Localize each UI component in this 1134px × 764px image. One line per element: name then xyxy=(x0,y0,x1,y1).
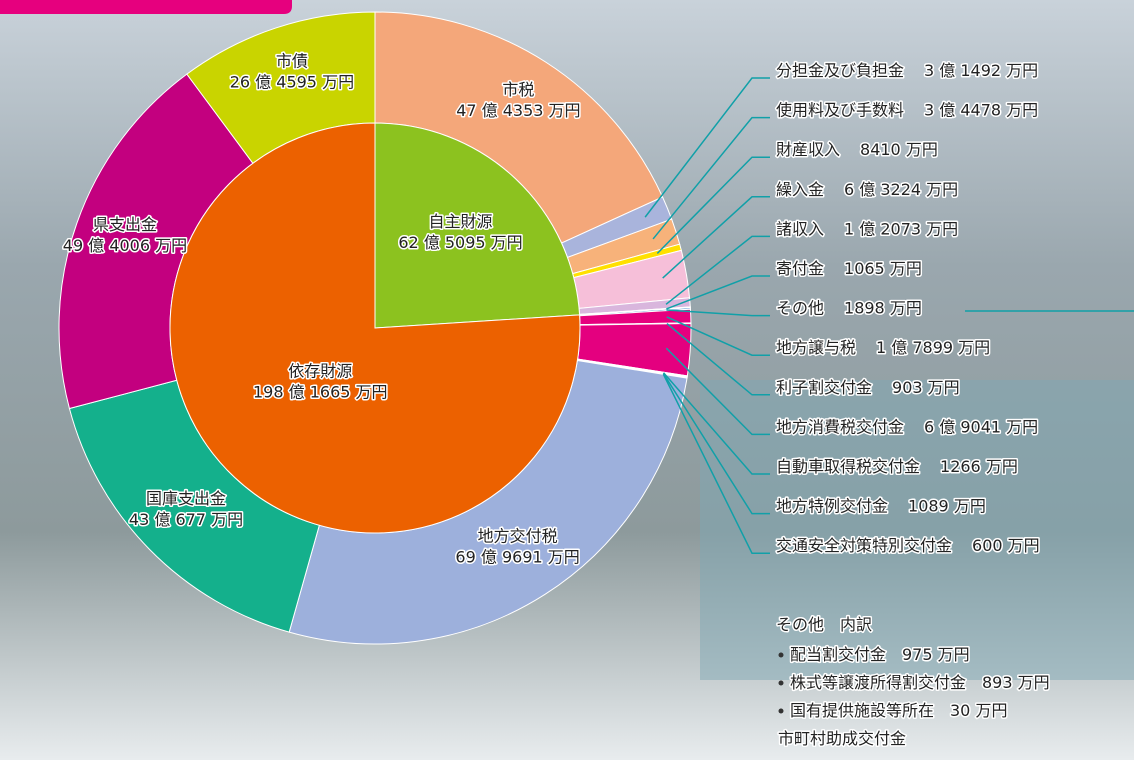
legend-value: 903 万円 xyxy=(892,378,960,397)
leader-line xyxy=(662,196,770,279)
bullet xyxy=(778,652,784,658)
legend-value: 600 万円 xyxy=(972,536,1040,555)
outer-label-name: 地方交付税 xyxy=(478,526,558,545)
inner-label-value: 62 億 5095 万円 xyxy=(398,233,522,252)
breakdown-title: その他 内訳 xyxy=(776,615,872,634)
leader-line xyxy=(652,116,770,240)
outer-label-value: 69 億 9691 万円 xyxy=(455,547,579,566)
legend-name: 分担金及び負担金 xyxy=(776,61,904,80)
outer-label-value: 26 億 4595 万円 xyxy=(230,72,354,91)
inner-slice xyxy=(374,122,581,329)
inner-slice xyxy=(169,122,581,534)
legend-value: 6 億 3224 万円 xyxy=(844,180,958,199)
legend-value: 1065 万円 xyxy=(844,259,922,278)
legend-name: その他 xyxy=(776,299,824,318)
outer-label-value: 49 億 4006 万円 xyxy=(63,236,187,255)
legend-name: 地方特例交付金 xyxy=(776,497,888,516)
legend-name: 地方消費税交付金 xyxy=(776,417,904,436)
leader-line xyxy=(666,309,770,317)
legend-name: 寄付金 xyxy=(776,259,824,278)
leader-line xyxy=(662,373,770,515)
legend-name: 自動車取得税交付金 xyxy=(776,457,920,476)
outer-label-value: 47 億 4353 万円 xyxy=(456,101,580,120)
leader-line xyxy=(656,156,770,254)
leader-line xyxy=(662,372,770,475)
legend-value: 6 億 9041 万円 xyxy=(924,417,1038,436)
legend-value: 1898 万円 xyxy=(844,299,922,318)
legend-value: 3 億 4478 万円 xyxy=(924,101,1038,120)
header-tab xyxy=(0,0,292,14)
leader-line xyxy=(665,347,770,436)
leader-line xyxy=(666,275,770,310)
legend-name: 諸収入 xyxy=(776,219,824,238)
legend-name: 地方譲与税 xyxy=(776,338,856,357)
leader-line xyxy=(666,316,770,356)
breakdown-line: 市町村助成交付金 xyxy=(778,729,906,748)
inner-label-name: 自主財源 xyxy=(429,212,493,231)
legend-value: 3 億 1492 万円 xyxy=(924,61,1038,80)
inner-label-name: 依存財源 xyxy=(288,361,352,380)
legend-name: 繰入金 xyxy=(776,180,824,199)
legend-value: 8410 万円 xyxy=(860,140,938,159)
outer-label-name: 県支出金 xyxy=(93,215,157,234)
breakdown-line: 国有提供施設等所在 30 万円 xyxy=(790,701,1007,720)
outer-label-value: 43 億 677 万円 xyxy=(129,510,243,529)
bullet xyxy=(778,680,784,686)
breakdown-line: 配当割交付金 975 万円 xyxy=(790,645,970,664)
legend-value: 1266 万円 xyxy=(940,457,1018,476)
sea xyxy=(700,380,1134,680)
breakdown-line: 株式等譲渡所得割交付金 893 万円 xyxy=(790,673,1050,692)
legend-value: 1 億 7899 万円 xyxy=(876,338,990,357)
inner-label-value: 198 億 1665 万円 xyxy=(253,382,388,401)
bullet xyxy=(778,708,784,714)
outer-label-name: 国庫支出金 xyxy=(146,489,226,508)
legend-value: 1089 万円 xyxy=(908,497,986,516)
leader-line xyxy=(666,322,770,396)
outer-label-name: 市税 xyxy=(502,80,534,99)
legend-name: 交通安全対策特別交付金 xyxy=(776,536,952,555)
outer-label-name: 市債 xyxy=(276,51,308,70)
leader-line xyxy=(644,77,770,218)
leader-line xyxy=(662,373,770,554)
legend-name: 財産収入 xyxy=(776,140,840,159)
legend-value: 1 億 2073 万円 xyxy=(844,219,958,238)
legend-name: 使用料及び手数料 xyxy=(776,101,904,120)
leader-line xyxy=(665,235,770,305)
legend-name: 利子割交付金 xyxy=(776,378,872,397)
